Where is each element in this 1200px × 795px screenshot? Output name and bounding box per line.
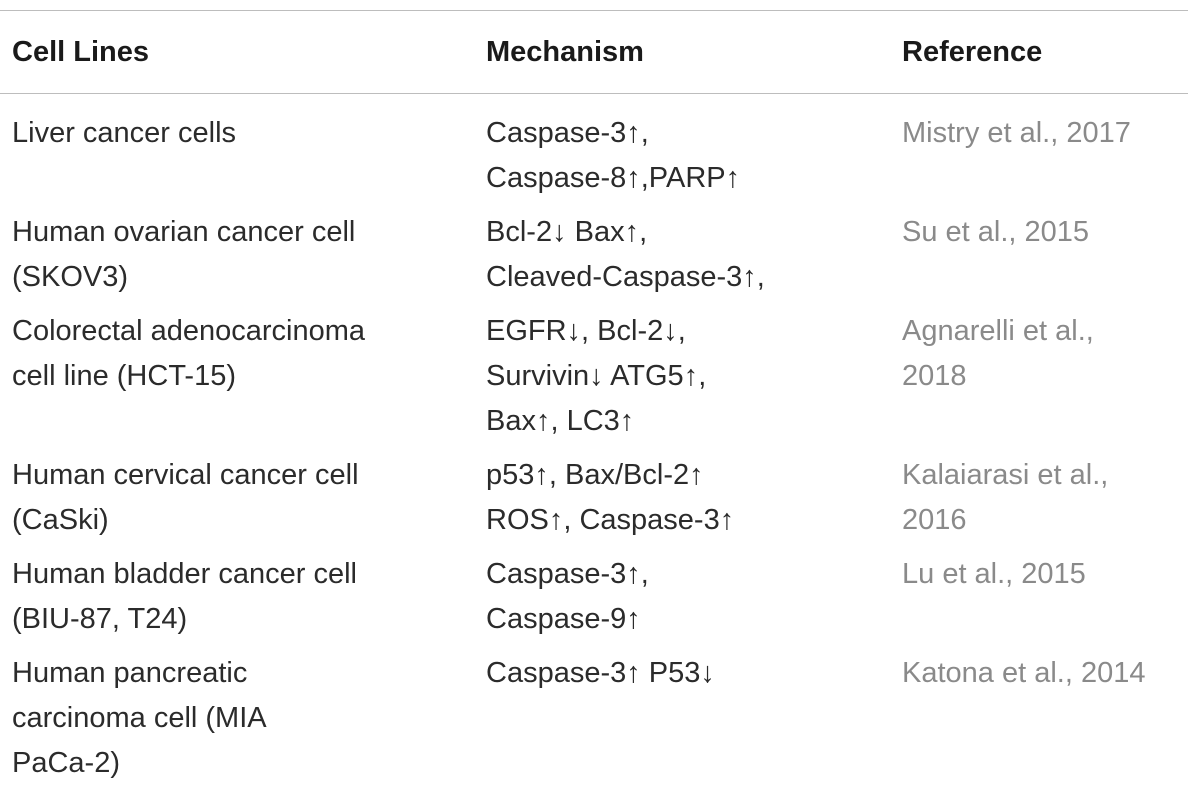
table-row: Human bladder cancer cell (BIU-87, T24) … — [0, 552, 1200, 651]
mechanism: Caspase-3↑, Caspase-8↑,PARP↑ — [486, 117, 741, 194]
mechanism: Caspase-3↑, Caspase-9↑ — [486, 558, 649, 635]
table-top-rule — [0, 10, 1188, 11]
table-body: Liver cancer cells Caspase-3↑, Caspase-8… — [0, 111, 1200, 795]
header-mechanism: Mechanism — [486, 36, 644, 68]
reference: Mistry et al., 2017 — [902, 117, 1131, 149]
table-header-row: Cell Lines Mechanism Reference — [0, 30, 1200, 75]
table-row: Colorectal adenocarcinoma cell line (HCT… — [0, 309, 1200, 453]
mechanism: Bcl-2↓ Bax↑, Cleaved-Caspase-3↑, — [486, 216, 765, 293]
cell-line: Human pancreatic carcinoma cell (MIA PaC… — [12, 657, 267, 779]
reference: Katona et al., 2014 — [902, 657, 1146, 689]
header-reference: Reference — [902, 36, 1043, 68]
reference: Agnarelli et al., 2018 — [902, 315, 1094, 392]
mechanism: p53↑, Bax/Bcl-2↑ ROS↑, Caspase-3↑ — [486, 459, 735, 536]
mechanism: EGFR↓, Bcl-2↓, Survivin↓ ATG5↑, Bax↑, LC… — [486, 315, 707, 437]
reference: Kalaiarasi et al., 2016 — [902, 459, 1109, 536]
table-row: Human ovarian cancer cell (SKOV3) Bcl-2↓… — [0, 210, 1200, 309]
table-row: Human pancreatic carcinoma cell (MIA PaC… — [0, 651, 1200, 795]
reference: Su et al., 2015 — [902, 216, 1090, 248]
table-row: Human cervical cancer cell (CaSki) p53↑,… — [0, 453, 1200, 552]
cell-line: Human ovarian cancer cell (SKOV3) — [12, 216, 356, 293]
cell-line: Human bladder cancer cell (BIU-87, T24) — [12, 558, 357, 635]
reference: Lu et al., 2015 — [902, 558, 1086, 590]
cell-line: Human cervical cancer cell (CaSki) — [12, 459, 359, 536]
mechanism: Caspase-3↑ P53↓ — [486, 657, 715, 689]
table-row: Liver cancer cells Caspase-3↑, Caspase-8… — [0, 111, 1200, 210]
cell-line: Liver cancer cells — [12, 117, 237, 149]
table-header-rule — [0, 93, 1188, 94]
header-cell-lines: Cell Lines — [12, 36, 149, 68]
cell-line: Colorectal adenocarcinoma cell line (HCT… — [12, 315, 366, 392]
